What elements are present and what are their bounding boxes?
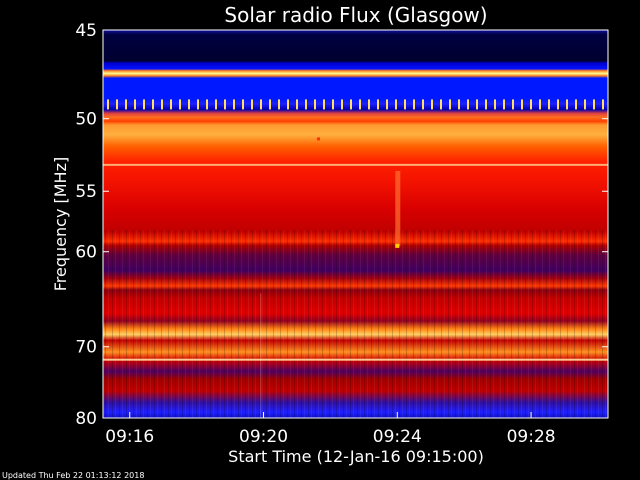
x-tick-label-1: 09:20 — [239, 427, 288, 447]
x-tick-label-2: 09:24 — [373, 427, 422, 447]
y-tick-label-60: 60 — [75, 243, 97, 263]
y-tick-label-50: 50 — [75, 110, 97, 130]
updated-timestamp: Updated Thu Feb 22 01:13:12 2018 — [2, 471, 144, 480]
bright-band-marks — [107, 99, 604, 110]
chart-title: Solar radio Flux (Glasgow) — [224, 3, 487, 27]
x-tick-label-0: 09:16 — [105, 427, 154, 447]
y-axis: 45 50 55 60 70 80 — [75, 21, 608, 429]
y-tick-label-80: 80 — [75, 409, 97, 429]
x-tick-label-3: 09:28 — [507, 427, 556, 447]
y-tick-label-55: 55 — [75, 182, 97, 202]
y-axis-label: Frequency [MHz] — [51, 157, 70, 291]
y-tick-label-45: 45 — [75, 21, 97, 41]
x-axis: 09:16 09:20 09:24 09:28 — [105, 412, 556, 447]
y-tick-label-70: 70 — [75, 338, 97, 358]
x-axis-label: Start Time (12-Jan-16 09:15:00) — [228, 447, 484, 466]
plot-area — [102, 29, 609, 419]
